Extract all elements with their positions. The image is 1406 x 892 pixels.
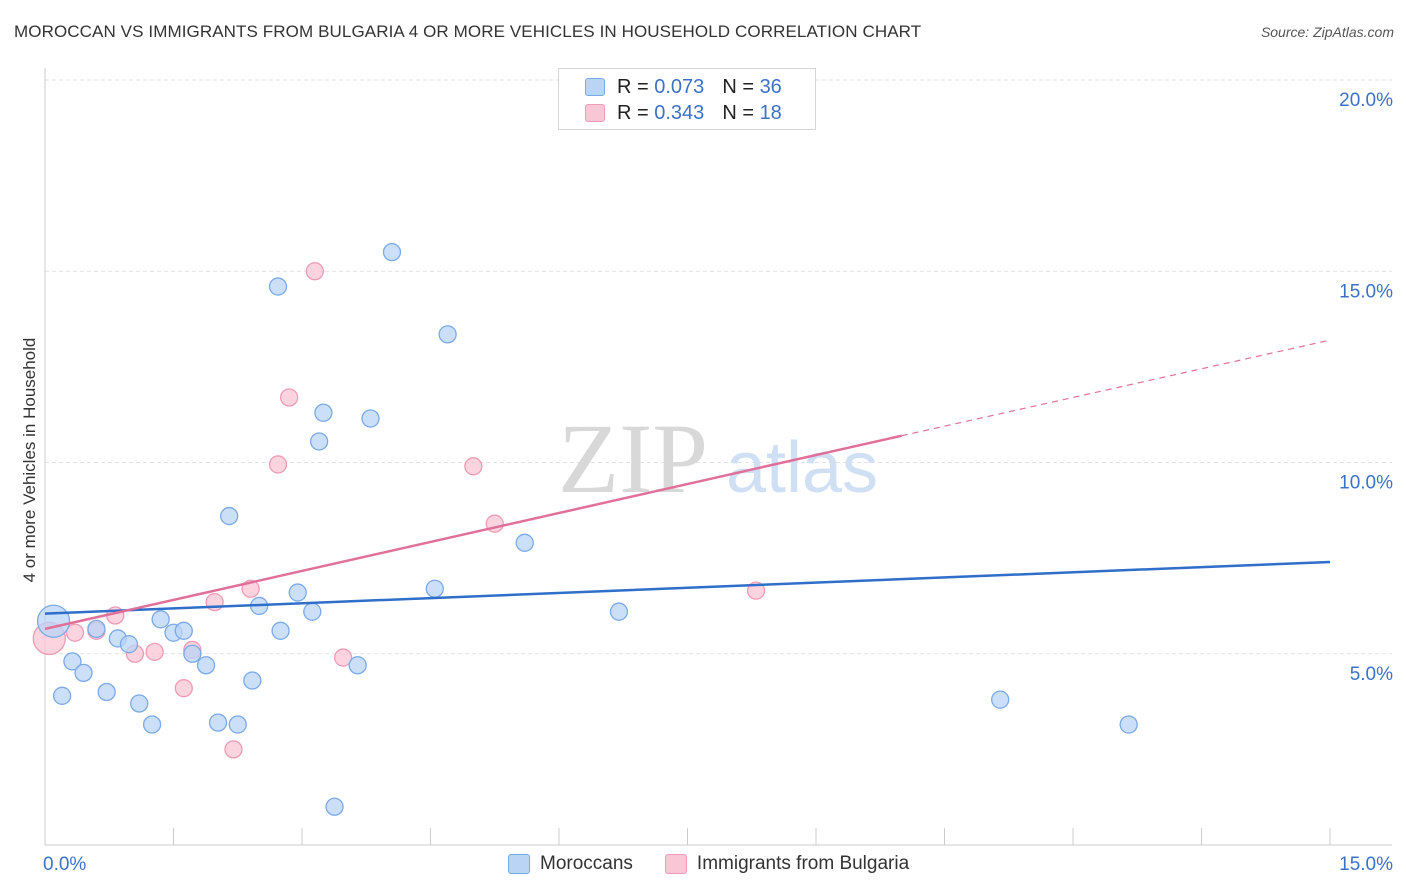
watermark: ZIP atlas — [558, 403, 878, 514]
legend-n-value: 18 — [759, 101, 782, 124]
moroccan-point — [208, 713, 228, 732]
moroccan-point — [309, 432, 329, 451]
x-tick-label: 0.0% — [43, 854, 86, 875]
moroccan-point — [97, 682, 116, 702]
source-credit: Source: ZipAtlas.com — [1260, 24, 1394, 40]
moroccan-point — [991, 690, 1010, 709]
legend-r-label: R = — [617, 75, 649, 98]
legend-row-bulgaria: R = 0.343 N = 18 — [585, 100, 782, 126]
moroccan-point — [348, 656, 367, 675]
trend-lines — [44, 339, 1331, 631]
watermark-atlas: atlas — [726, 428, 878, 508]
moroccan-point — [438, 325, 457, 344]
moroccan-point — [361, 409, 380, 428]
legend-r-value: 0.073 — [654, 75, 705, 98]
y-tick-label: 5.0% — [1350, 664, 1393, 685]
correlation-legend: R = 0.073 N = 36 R = 0.343 N = 18 — [558, 68, 816, 130]
moroccan-point — [119, 635, 139, 654]
moroccan-point — [271, 621, 290, 640]
bulgaria-point — [174, 679, 193, 698]
y-axis-label: 4 or more Vehicles in Household — [20, 337, 39, 583]
axis-layer — [44, 68, 1392, 846]
moroccan-point — [228, 715, 247, 734]
legend-n-label: N = — [722, 101, 754, 124]
y-tick-label: 10.0% — [1339, 473, 1393, 494]
moroccan-point — [63, 652, 82, 671]
bulgaria-point — [279, 388, 299, 407]
moroccan-point — [196, 656, 216, 675]
moroccan-point — [268, 277, 288, 296]
moroccan-point — [515, 533, 534, 552]
moroccan-point — [1119, 715, 1138, 734]
moroccans-points — [36, 242, 1138, 816]
moroccan-point — [151, 610, 170, 629]
bulgaria-trend-extension — [901, 339, 1331, 437]
moroccan-point — [243, 671, 262, 690]
moroccan-point — [87, 619, 106, 639]
bulgaria-point — [305, 262, 325, 281]
bulgaria-point — [65, 623, 85, 642]
moroccan-point — [52, 686, 72, 705]
moroccan-point — [382, 242, 402, 262]
bulgaria-point — [333, 648, 353, 667]
bulgaria-point — [268, 455, 288, 474]
x-tick-label: 15.0% — [1339, 854, 1393, 875]
y-tick-label: 15.0% — [1339, 281, 1393, 302]
chart-title: MOROCCAN VS IMMIGRANTS FROM BULGARIA 4 O… — [14, 22, 922, 41]
series-legend: Moroccans Immigrants from Bulgaria — [508, 852, 941, 876]
moroccan-point — [183, 644, 202, 663]
legend-swatch-bulgaria — [664, 854, 687, 874]
moroccan-point — [288, 583, 307, 602]
legend-label-bulgaria: Immigrants from Bulgaria — [696, 853, 910, 874]
moroccan-point — [609, 602, 629, 621]
legend-item-moroccans[interactable]: Moroccans — [508, 853, 633, 875]
bulgaria-point — [145, 642, 164, 661]
legend-n-value: 36 — [759, 75, 782, 98]
bulgaria-point — [464, 457, 483, 476]
legend-swatch-bulgaria — [585, 104, 605, 122]
moroccan-point — [314, 403, 333, 422]
bulgaria-point — [224, 740, 243, 759]
legend-r-label: R = — [617, 101, 649, 124]
legend-n-label: N = — [722, 75, 754, 98]
legend-item-bulgaria[interactable]: Immigrants from Bulgaria — [664, 853, 910, 875]
bulgaria-trend-line — [44, 434, 902, 631]
legend-swatch-moroccans — [508, 854, 530, 874]
moroccan-point — [142, 715, 162, 734]
moroccan-point — [74, 663, 93, 683]
moroccans-trend-line — [44, 560, 1331, 615]
legend-row-moroccans: R = 0.073 N = 36 — [585, 74, 782, 100]
legend-r-value: 0.343 — [654, 101, 705, 124]
moroccan-point — [325, 797, 344, 816]
moroccan-point — [220, 506, 239, 526]
moroccan-point — [130, 694, 149, 713]
moroccan-point — [425, 579, 444, 598]
moroccan-point — [303, 602, 322, 621]
y-tick-label: 20.0% — [1339, 90, 1393, 111]
legend-swatch-moroccans — [585, 78, 605, 96]
legend-label-moroccans: Moroccans — [540, 853, 633, 874]
moroccan-point — [174, 621, 193, 640]
tick-labels: 5.0% 10.0% 15.0% 20.0% 0.0% 15.0% — [43, 90, 1393, 875]
moroccan-point — [36, 604, 71, 638]
